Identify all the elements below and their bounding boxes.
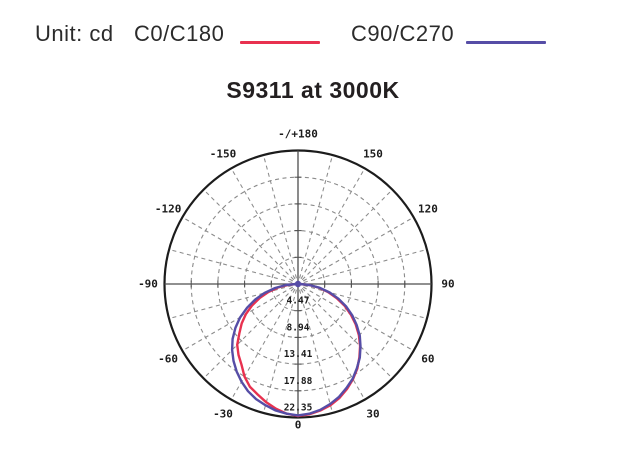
svg-text:-120: -120	[155, 203, 182, 216]
legend-label-c0-c180: C0/C180	[134, 21, 225, 46]
legend-line-c0-c180	[240, 41, 320, 44]
svg-text:8.94: 8.94	[287, 322, 310, 333]
svg-text:30: 30	[366, 407, 379, 420]
svg-text:17.88: 17.88	[284, 376, 313, 387]
svg-text:0: 0	[295, 419, 302, 432]
svg-text:-60: -60	[158, 353, 178, 366]
chart-title: S9311 at 3000K	[226, 77, 400, 103]
svg-text:-30: -30	[213, 407, 233, 420]
svg-text:90: 90	[441, 278, 454, 291]
svg-text:-90: -90	[138, 278, 158, 291]
svg-text:150: 150	[363, 148, 383, 161]
svg-text:120: 120	[418, 203, 438, 216]
svg-text:22.35: 22.35	[284, 403, 313, 414]
legend-label-c90-c270: C90/C270	[351, 21, 455, 46]
svg-text:-150: -150	[210, 148, 237, 161]
svg-text:60: 60	[421, 353, 434, 366]
legend-line-c90-c270	[466, 41, 546, 44]
svg-text:-/+180: -/+180	[278, 128, 318, 141]
svg-text:13.41: 13.41	[284, 349, 313, 360]
svg-text:4.47: 4.47	[287, 296, 310, 307]
unit-label: Unit: cd	[35, 21, 114, 46]
